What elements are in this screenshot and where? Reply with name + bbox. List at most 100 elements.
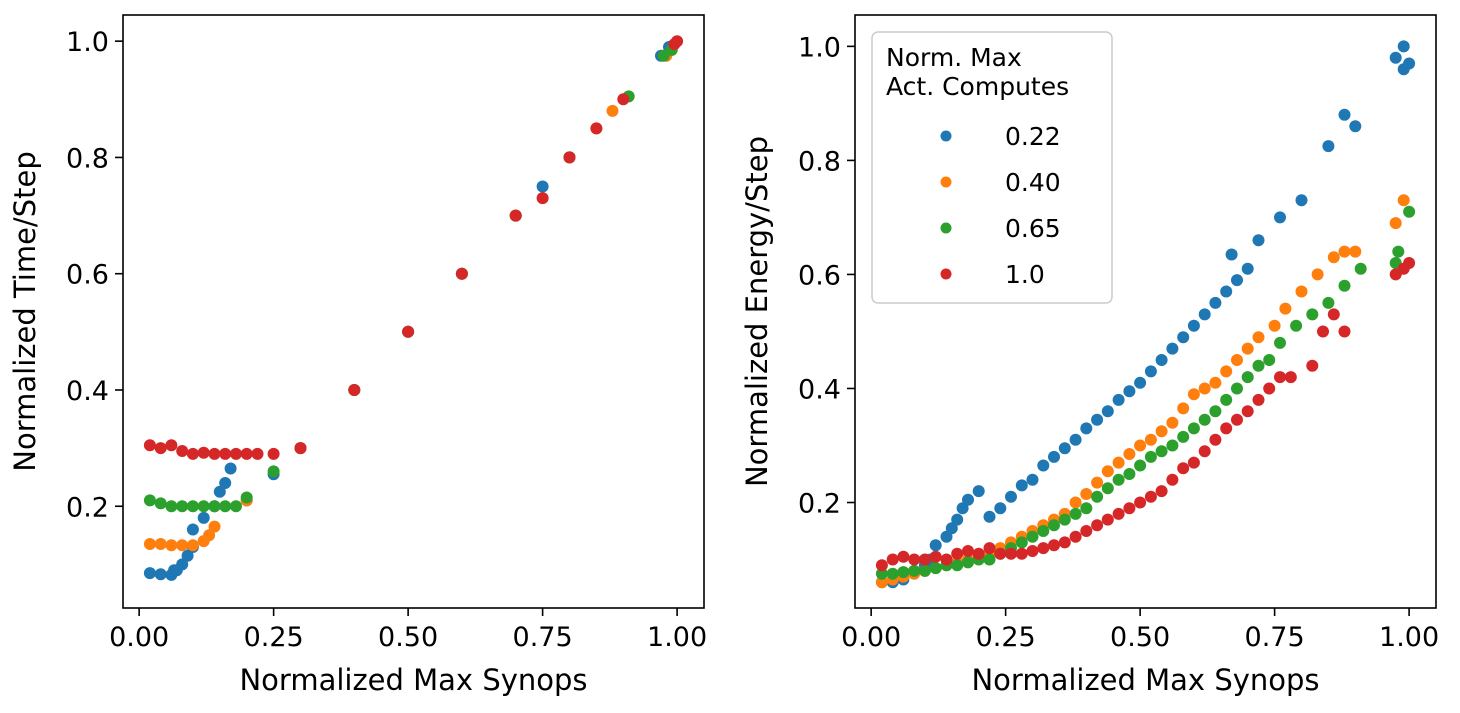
data-point <box>929 562 942 575</box>
data-point <box>1279 302 1292 315</box>
data-point <box>143 439 156 452</box>
data-point <box>176 558 189 571</box>
x-axis-label: Normalized Max Synops <box>971 663 1319 697</box>
data-point <box>1123 502 1136 515</box>
data-point <box>1155 425 1168 438</box>
data-point <box>186 523 199 536</box>
data-point <box>176 500 189 513</box>
data-point <box>1327 308 1340 321</box>
x-tick-label: 0.25 <box>244 622 304 653</box>
data-point <box>1231 413 1243 426</box>
series-0-22 <box>143 41 675 581</box>
data-point <box>143 538 156 550</box>
data-point <box>1349 120 1362 133</box>
data-point <box>1284 371 1297 384</box>
data-point <box>1015 479 1028 492</box>
data-point <box>1091 476 1104 489</box>
data-point <box>1026 530 1039 543</box>
data-point <box>1101 465 1114 478</box>
data-point <box>875 576 888 589</box>
data-point <box>951 547 964 560</box>
data-point <box>1252 234 1265 247</box>
data-point <box>230 447 242 460</box>
data-point <box>983 553 996 566</box>
data-point <box>224 462 237 475</box>
data-point <box>240 447 253 460</box>
data-point <box>1306 359 1319 372</box>
data-point <box>186 539 199 552</box>
data-point <box>1048 450 1060 463</box>
data-point <box>1112 473 1125 486</box>
data-point <box>908 553 921 566</box>
data-point <box>165 500 178 513</box>
data-point <box>1177 430 1190 443</box>
data-point <box>994 547 1007 560</box>
data-point <box>1231 382 1243 395</box>
data-point <box>455 267 468 280</box>
data-point <box>1198 308 1211 321</box>
data-point <box>1037 542 1050 555</box>
data-point <box>1134 496 1147 509</box>
data-point <box>1080 422 1093 435</box>
y-tick-label: 0.4 <box>66 376 109 407</box>
data-point <box>1225 248 1238 261</box>
data-point <box>1220 393 1233 406</box>
data-point <box>962 493 974 506</box>
data-point <box>176 539 189 552</box>
data-point <box>219 500 232 513</box>
data-point <box>1241 262 1254 275</box>
data-point <box>1123 448 1136 460</box>
data-point <box>1397 40 1410 53</box>
data-point <box>1144 433 1157 446</box>
data-point <box>1069 433 1082 446</box>
data-point <box>1327 251 1340 264</box>
data-point <box>1274 336 1286 349</box>
legend-label: 0.65 <box>1005 214 1061 243</box>
data-point <box>1338 325 1351 338</box>
data-point <box>1397 194 1410 207</box>
x-tick-label: 1.00 <box>1379 622 1439 653</box>
data-point <box>1338 279 1351 292</box>
data-point <box>1274 371 1286 384</box>
data-point <box>1101 405 1114 418</box>
data-point <box>617 93 630 106</box>
data-point <box>1403 257 1416 269</box>
data-point <box>219 477 232 489</box>
data-point <box>918 564 931 577</box>
data-point <box>1241 405 1254 418</box>
data-point <box>1187 388 1200 401</box>
data-point <box>197 500 210 513</box>
data-point <box>1231 354 1243 366</box>
data-point <box>213 485 226 498</box>
data-point <box>208 500 221 513</box>
data-point <box>1015 536 1028 549</box>
data-point <box>1123 468 1136 480</box>
data-point <box>181 549 194 562</box>
y-tick-label: 0.2 <box>798 489 841 520</box>
data-point <box>1317 325 1329 338</box>
data-point <box>1241 371 1254 384</box>
data-point <box>1198 382 1211 395</box>
data-point <box>1026 473 1039 486</box>
data-point <box>1220 285 1233 298</box>
data-point <box>590 122 603 135</box>
data-point <box>509 209 522 222</box>
y-tick-label: 1.0 <box>798 32 841 63</box>
data-point <box>1048 519 1060 532</box>
data-point <box>1220 365 1233 378</box>
data-point <box>1048 539 1060 552</box>
data-point <box>671 35 684 48</box>
data-point <box>1134 459 1147 472</box>
y-tick-label: 0.8 <box>798 146 841 177</box>
data-point <box>154 497 167 510</box>
data-point <box>1080 488 1093 500</box>
data-point <box>1187 319 1200 332</box>
data-point <box>951 559 964 572</box>
data-point <box>1198 445 1211 458</box>
data-point <box>1166 439 1179 452</box>
data-point <box>875 559 888 572</box>
data-point <box>897 550 910 563</box>
data-point <box>1177 402 1190 415</box>
data-point <box>143 567 156 580</box>
